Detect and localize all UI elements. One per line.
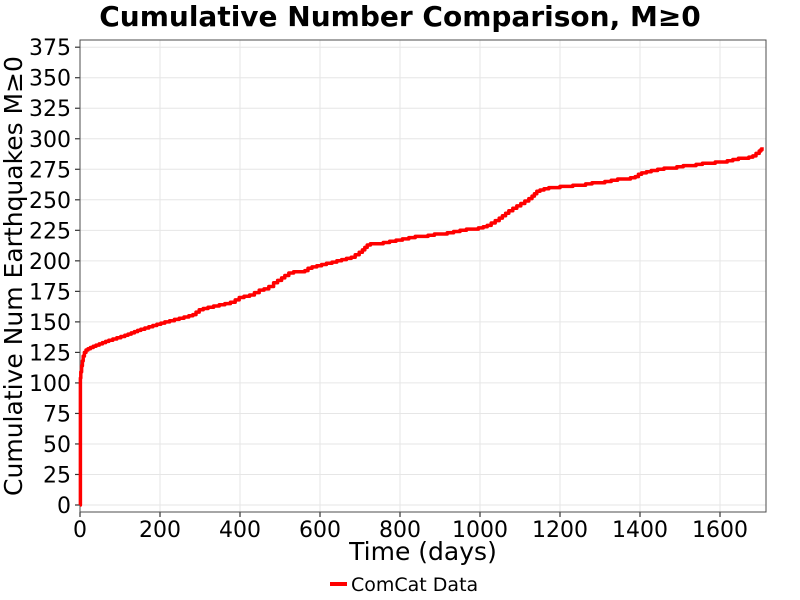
x-axis-label: Time (days) bbox=[348, 537, 497, 566]
y-tick-label: 300 bbox=[29, 128, 71, 153]
x-tick-label: 600 bbox=[299, 518, 341, 543]
y-tick-label: 150 bbox=[29, 311, 71, 336]
y-tick-label: 25 bbox=[43, 463, 71, 488]
y-tick-label: 350 bbox=[29, 67, 71, 92]
x-tick-label: 1600 bbox=[692, 518, 748, 543]
plot-frame bbox=[79, 39, 767, 513]
x-tick-label: 0 bbox=[73, 518, 87, 543]
y-tick-label: 50 bbox=[43, 433, 71, 458]
y-tick-label: 100 bbox=[29, 372, 71, 397]
x-tick-label: 1000 bbox=[452, 518, 508, 543]
y-tick-label: 200 bbox=[29, 250, 71, 275]
tick-labels: 0 200 400 600 800 1000 1200 1400 1600 0 25 50 75 100 1… bbox=[29, 36, 748, 543]
legend: ComCat Data bbox=[330, 574, 478, 596]
series-lines bbox=[78, 147, 764, 507]
y-tick-label: 75 bbox=[43, 402, 71, 427]
x-tick-label: 200 bbox=[139, 518, 181, 543]
y-tick-label: 375 bbox=[29, 36, 71, 61]
x-tick-label: 400 bbox=[219, 518, 261, 543]
x-tick-label: 800 bbox=[379, 518, 421, 543]
x-tick-label: 1400 bbox=[612, 518, 668, 543]
y-tick-label: 225 bbox=[29, 219, 71, 244]
gridlines bbox=[79, 40, 766, 512]
y-tick-label: 175 bbox=[29, 280, 71, 305]
y-tick-label: 275 bbox=[29, 158, 71, 183]
y-tick-label: 250 bbox=[29, 189, 71, 214]
comcat-data-line bbox=[78, 147, 764, 507]
y-tick-label: 325 bbox=[29, 97, 71, 122]
y-tick-label: 0 bbox=[57, 494, 71, 519]
x-tick-label: 1200 bbox=[532, 518, 588, 543]
axis-ticks bbox=[75, 46, 721, 517]
legend-label: ComCat Data bbox=[351, 574, 478, 596]
y-axis-label: Cumulative Num Earthquakes M≥0 bbox=[0, 56, 28, 496]
y-tick-label: 125 bbox=[29, 341, 71, 366]
chart-title: Cumulative Number Comparison, M≥0 bbox=[99, 0, 701, 33]
